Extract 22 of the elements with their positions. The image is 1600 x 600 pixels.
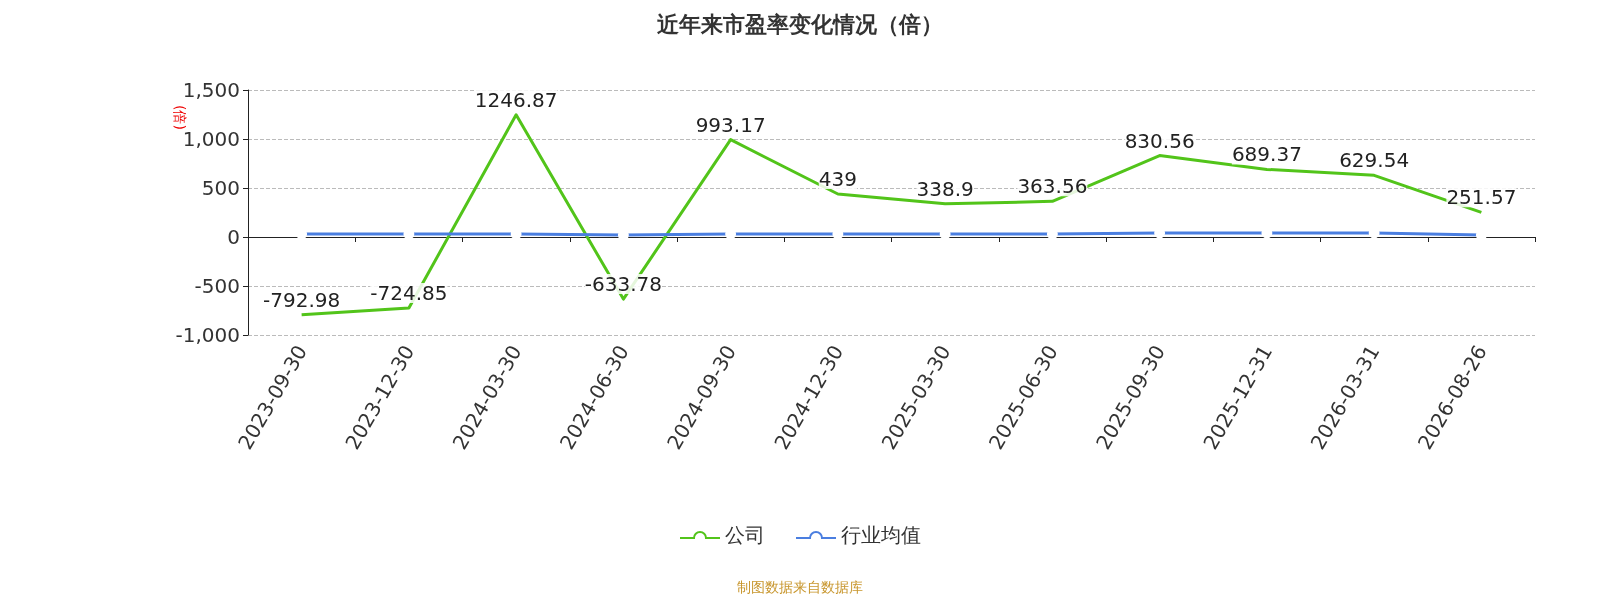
legend-label: 公司 xyxy=(725,523,765,547)
y-tick-label: 500 xyxy=(201,176,240,200)
y-tick-label: -1,000 xyxy=(175,323,240,347)
y-tick-label: -500 xyxy=(194,274,240,298)
data-label: 689.37 xyxy=(1231,142,1302,167)
data-label: 830.56 xyxy=(1124,128,1195,153)
legend-label: 行业均值 xyxy=(841,523,921,547)
chart-title: 近年来市盈率变化情况（倍） xyxy=(656,11,943,37)
data-label: 363.56 xyxy=(1017,174,1088,199)
data-label: -724.85 xyxy=(370,281,448,306)
data-label: 251.57 xyxy=(1446,185,1517,210)
data-label: -792.98 xyxy=(263,287,341,312)
data-label: 629.54 xyxy=(1339,148,1410,173)
text: 制图数据来自数据库 xyxy=(737,579,863,595)
data-label: -633.78 xyxy=(584,272,662,297)
y-tick-label: 0 xyxy=(227,225,240,249)
data-label: 993.17 xyxy=(695,112,766,137)
data-label: 1246.87 xyxy=(474,87,558,112)
data-label: 439 xyxy=(818,166,857,191)
data-label: 338.9 xyxy=(916,176,974,201)
y-axis-title: (倍) xyxy=(172,105,188,130)
y-tick-label: 1,500 xyxy=(182,78,240,102)
